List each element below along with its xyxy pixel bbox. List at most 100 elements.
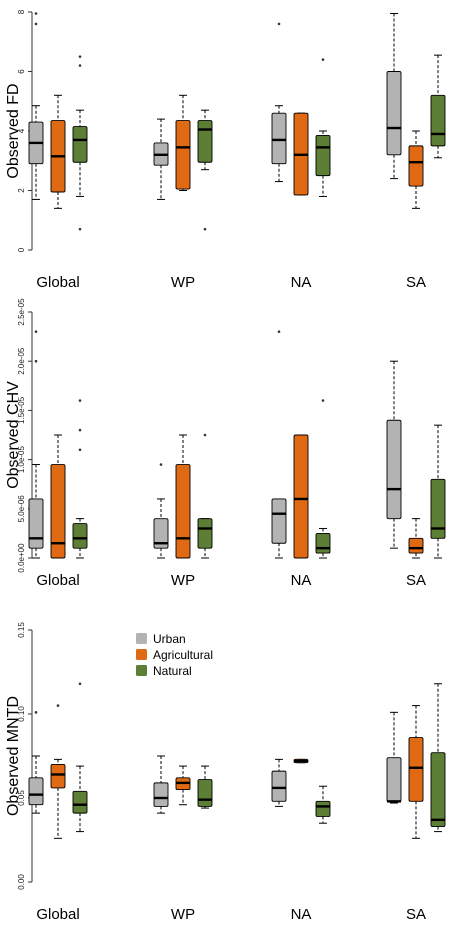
box-iqr	[293, 434, 309, 559]
box-natural-wp	[197, 765, 213, 809]
panel-1: 0 2 4 6 8 Observed FD Global WP NA SA	[5, 9, 446, 291]
box-natural-na	[315, 399, 331, 559]
y-axis-label: Observed FD	[5, 83, 22, 178]
outlier-point	[321, 399, 325, 402]
box-iqr	[153, 518, 169, 549]
outlier-point	[78, 448, 82, 452]
legend-label: Urban	[153, 632, 186, 646]
y-tick-label: 6	[17, 69, 26, 74]
box-urban-wp	[153, 463, 169, 559]
box-agricultural-global	[50, 434, 66, 559]
box-iqr	[386, 419, 402, 520]
box-natural-sa	[430, 54, 446, 159]
outlier-point	[203, 227, 207, 231]
y-tick-label: 2	[17, 188, 26, 193]
outlier-point	[78, 227, 82, 231]
category-label: Global	[36, 572, 79, 589]
box-iqr	[430, 94, 446, 147]
category-label: SA	[406, 572, 426, 589]
box-iqr	[50, 763, 66, 789]
box-iqr	[28, 777, 44, 806]
box-urban-global	[28, 12, 44, 200]
y-tick-label: 0.15	[17, 622, 26, 638]
legend-swatch	[136, 649, 147, 660]
y-tick-label: 8	[17, 9, 26, 14]
category-label: SA	[406, 274, 426, 291]
outlier-point	[78, 55, 82, 58]
category-label: NA	[291, 572, 312, 589]
category-label: WP	[171, 572, 195, 589]
outlier-point	[34, 22, 38, 26]
outlier-point	[277, 22, 281, 26]
y-axis-label: Observed CHV	[5, 381, 22, 489]
box-agricultural-wp	[175, 434, 191, 559]
category-label: WP	[171, 906, 195, 923]
box-agricultural-na	[293, 758, 309, 764]
box-urban-sa	[386, 711, 402, 804]
outlier-point	[34, 711, 38, 714]
outlier-point	[321, 58, 325, 61]
box-natural-sa	[430, 424, 446, 559]
legend: Urban Agricultural Natural	[136, 632, 213, 678]
box-iqr	[271, 112, 287, 165]
outlier-point	[159, 463, 163, 466]
box-iqr	[50, 464, 66, 559]
box-iqr	[408, 145, 424, 187]
box-iqr	[315, 532, 331, 554]
box-iqr	[175, 464, 191, 559]
category-label: Global	[36, 274, 79, 291]
outlier-point	[203, 433, 207, 437]
category-label: NA	[291, 274, 312, 291]
box-urban-wp	[153, 755, 169, 814]
box-iqr	[197, 120, 213, 163]
box-iqr	[386, 757, 402, 802]
box-natural-wp	[197, 433, 213, 559]
box-iqr	[72, 790, 88, 814]
box-urban-sa	[386, 360, 402, 549]
y-tick-label: 1.0e-05	[17, 445, 26, 473]
box-iqr	[271, 770, 287, 802]
y-tick-label: 0	[17, 247, 26, 252]
box-natural-na	[315, 785, 331, 824]
box-agricultural-na	[293, 112, 309, 196]
panel-3: 0.00 0.05 0.10 0.15 Observed MNTD Global WP NA S…	[5, 622, 446, 923]
outlier-point	[78, 428, 82, 432]
outlier-point	[277, 330, 281, 333]
box-iqr	[72, 523, 88, 549]
box-natural-global	[72, 682, 88, 833]
y-tick-label: 2.0e-05	[17, 347, 26, 375]
y-tick-label: 0.00	[17, 874, 26, 890]
outlier-point	[78, 399, 82, 402]
box-urban-na	[271, 758, 287, 807]
box-iqr	[430, 478, 446, 539]
box-agricultural-global	[50, 94, 66, 209]
box-iqr	[153, 782, 169, 807]
legend-swatch	[136, 665, 147, 676]
box-natural-wp	[197, 109, 213, 231]
box-iqr	[315, 135, 331, 177]
legend-label: Agricultural	[153, 648, 213, 662]
box-iqr	[408, 737, 424, 802]
box-agricultural-sa	[408, 705, 424, 839]
box-natural-sa	[430, 683, 446, 833]
box-iqr	[386, 71, 402, 156]
legend-swatch	[136, 633, 147, 644]
box-agricultural-sa	[408, 518, 424, 559]
box-agricultural-global	[50, 704, 66, 839]
box-natural-na	[315, 58, 331, 197]
y-tick-label: 1.5e-05	[17, 396, 26, 424]
box-iqr	[175, 120, 191, 190]
box-agricultural-wp	[175, 765, 191, 806]
y-tick-label: 5.0e-06	[17, 495, 26, 523]
box-natural-global	[72, 55, 88, 231]
box-agricultural-na	[293, 434, 309, 559]
box-urban-global	[28, 330, 44, 559]
box-iqr	[430, 752, 446, 828]
outlier-point	[56, 704, 60, 707]
y-tick-label: 0.05	[17, 790, 26, 806]
panel-2: 0.0e+00 5.0e-06 1.0e-05 1.5e-05 2.0e-05 2.5e-…	[5, 298, 446, 589]
y-axis-label: Observed MNTD	[5, 696, 22, 816]
outlier-point	[78, 682, 82, 686]
category-label: WP	[171, 274, 195, 291]
